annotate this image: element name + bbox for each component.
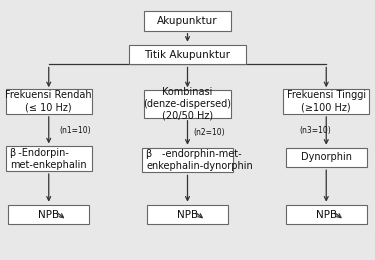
Text: Kombinasi
(denze-dispersed)
(20/50 Hz): Kombinasi (denze-dispersed) (20/50 Hz) — [144, 87, 231, 121]
Text: (n2=10): (n2=10) — [193, 128, 225, 137]
Text: Akupunktur: Akupunktur — [157, 16, 218, 26]
FancyBboxPatch shape — [147, 205, 228, 224]
FancyBboxPatch shape — [144, 11, 231, 30]
Text: (n3=10): (n3=10) — [299, 126, 331, 134]
FancyBboxPatch shape — [286, 205, 366, 224]
Text: Titik Akupunktur: Titik Akupunktur — [144, 50, 231, 60]
FancyBboxPatch shape — [9, 205, 89, 224]
Text: Dynorphin: Dynorphin — [301, 152, 352, 162]
FancyBboxPatch shape — [286, 147, 366, 167]
Text: NPB: NPB — [177, 210, 198, 219]
FancyBboxPatch shape — [142, 147, 233, 172]
FancyBboxPatch shape — [144, 90, 231, 118]
Text: Frekuensi Tinggi
(≥100 Hz): Frekuensi Tinggi (≥100 Hz) — [286, 90, 366, 112]
Text: NPB: NPB — [316, 210, 337, 219]
FancyBboxPatch shape — [6, 89, 92, 114]
FancyBboxPatch shape — [6, 146, 92, 171]
Text: NPB: NPB — [38, 210, 59, 219]
Text: (n1=10): (n1=10) — [59, 126, 91, 134]
Text: β -endorphin-met-
enkephalin-dynorphin: β -endorphin-met- enkephalin-dynorphin — [146, 149, 253, 171]
Text: Frekuensi Rendah
(≤ 10 Hz): Frekuensi Rendah (≤ 10 Hz) — [5, 90, 92, 112]
Text: β -Endorpin-
met-enkephalin: β -Endorpin- met-enkephalin — [10, 148, 87, 170]
FancyBboxPatch shape — [283, 89, 369, 114]
FancyBboxPatch shape — [129, 45, 246, 64]
